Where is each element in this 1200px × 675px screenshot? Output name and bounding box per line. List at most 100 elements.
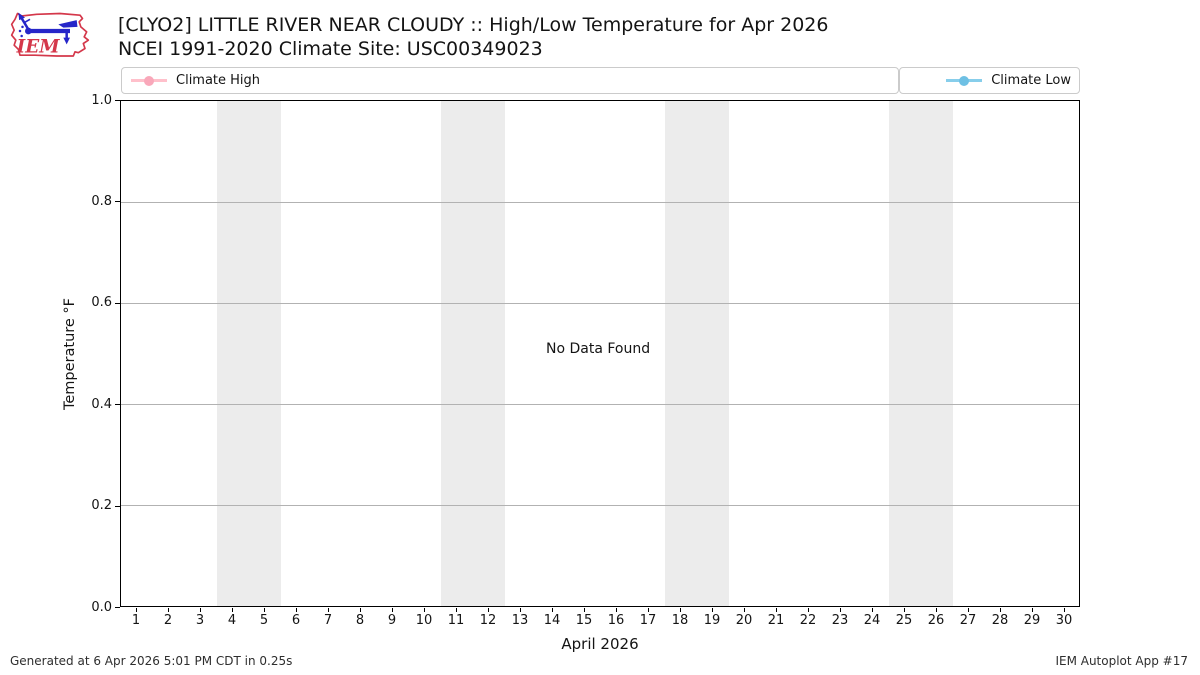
x-tick-mark — [808, 608, 809, 612]
x-tick-label: 24 — [863, 613, 881, 628]
x-tick-label: 23 — [831, 613, 849, 628]
x-tick-mark — [232, 608, 233, 612]
x-tick-mark — [776, 608, 777, 612]
x-tick-label: 19 — [703, 613, 721, 628]
weekend-band — [217, 101, 281, 606]
y-tick-label: 0.6 — [91, 295, 112, 311]
x-tick-mark — [1064, 608, 1065, 612]
x-tick-label: 12 — [479, 613, 497, 628]
legend-label-low: Climate Low — [991, 73, 1071, 88]
x-tick-label: 14 — [543, 613, 561, 628]
x-tick-label: 5 — [259, 613, 269, 628]
x-tick-mark — [1000, 608, 1001, 612]
x-tick-label: 17 — [639, 613, 657, 628]
x-tick-label: 26 — [927, 613, 945, 628]
climate-high-dot-icon — [144, 75, 154, 86]
x-tick-label: 28 — [991, 613, 1009, 628]
iem-logo: IEM — [10, 12, 90, 58]
x-tick-mark — [744, 608, 745, 612]
x-tick-label: 15 — [575, 613, 593, 628]
app-credit: IEM Autoplot App #17 — [1055, 654, 1188, 668]
x-axis-label: April 2026 — [561, 635, 639, 653]
x-tick-label: 9 — [387, 613, 397, 628]
x-tick-mark — [680, 608, 681, 612]
x-tick-label: 29 — [1023, 613, 1041, 628]
x-tick-mark — [840, 608, 841, 612]
x-tick-label: 3 — [195, 613, 205, 628]
x-tick-mark — [712, 608, 713, 612]
climate-low-dot-icon — [959, 75, 970, 86]
y-tick-label: 0.2 — [91, 498, 112, 514]
legend-label-high: Climate High — [176, 73, 261, 88]
x-tick-label: 7 — [323, 613, 333, 628]
generated-timestamp: Generated at 6 Apr 2026 5:01 PM CDT in 0… — [10, 654, 293, 668]
x-tick-label: 1 — [131, 613, 141, 628]
x-tick-label: 22 — [799, 613, 817, 628]
chart-subtitle: NCEI 1991-2020 Climate Site: USC00349023 — [118, 38, 543, 60]
x-tick-mark — [200, 608, 201, 612]
y-tick-label: 0.0 — [91, 599, 112, 615]
y-tick-mark — [115, 404, 120, 406]
y-axis-label: Temperature °F — [62, 297, 78, 411]
x-tick-label: 10 — [415, 613, 433, 628]
weekend-band — [441, 101, 505, 606]
x-tick-label: 21 — [767, 613, 785, 628]
y-tick-label: 1.0 — [91, 92, 112, 108]
x-tick-mark — [616, 608, 617, 612]
y-tick-mark — [115, 302, 120, 304]
y-tick-mark — [115, 201, 120, 203]
x-tick-label: 4 — [227, 613, 237, 628]
gridline — [121, 404, 1079, 405]
plot-area — [120, 100, 1080, 607]
weekend-band — [889, 101, 953, 606]
x-tick-label: 30 — [1055, 613, 1073, 628]
y-tick-label: 0.4 — [91, 396, 112, 412]
weather-vane-icon — [18, 12, 78, 45]
title-block: [CLYO2] LITTLE RIVER NEAR CLOUDY :: High… — [118, 13, 828, 61]
logo-text: IEM — [16, 37, 61, 58]
x-tick-mark — [296, 608, 297, 612]
weekend-band — [665, 101, 729, 606]
x-tick-mark — [1032, 608, 1033, 612]
x-tick-label: 6 — [291, 613, 301, 628]
x-tick-mark — [936, 608, 937, 612]
gridline — [121, 202, 1079, 203]
x-tick-mark — [872, 608, 873, 612]
chart-title: [CLYO2] LITTLE RIVER NEAR CLOUDY :: High… — [118, 14, 829, 36]
climate-high-line-marker-icon — [131, 75, 167, 86]
x-tick-mark — [520, 608, 521, 612]
x-tick-mark — [584, 608, 585, 612]
x-tick-mark — [360, 608, 361, 612]
climate-low-line-marker-icon — [946, 75, 983, 86]
x-tick-mark — [264, 608, 265, 612]
x-tick-mark — [968, 608, 969, 612]
x-tick-label: 16 — [607, 613, 625, 628]
y-tick-mark — [115, 505, 120, 507]
x-tick-mark — [488, 608, 489, 612]
x-tick-label: 2 — [163, 613, 173, 628]
x-tick-label: 27 — [959, 613, 977, 628]
x-tick-mark — [168, 608, 169, 612]
x-tick-mark — [136, 608, 137, 612]
x-tick-label: 20 — [735, 613, 753, 628]
y-tick-mark — [115, 607, 120, 608]
no-data-message: No Data Found — [546, 341, 651, 358]
y-tick-label: 0.8 — [91, 193, 112, 209]
x-tick-mark — [392, 608, 393, 612]
gridline — [121, 505, 1079, 506]
gridline — [121, 303, 1079, 304]
legend-climate-low: Climate Low — [899, 67, 1080, 94]
x-tick-mark — [456, 608, 457, 612]
x-tick-label: 25 — [895, 613, 913, 628]
legend-climate-high: Climate High — [121, 67, 899, 94]
x-tick-mark — [904, 608, 905, 612]
x-tick-label: 18 — [671, 613, 689, 628]
x-tick-mark — [648, 608, 649, 612]
x-tick-label: 13 — [511, 613, 529, 628]
x-tick-label: 8 — [355, 613, 365, 628]
x-tick-mark — [328, 608, 329, 612]
x-tick-mark — [424, 608, 425, 612]
x-tick-mark — [552, 608, 553, 612]
x-tick-label: 11 — [447, 613, 465, 628]
